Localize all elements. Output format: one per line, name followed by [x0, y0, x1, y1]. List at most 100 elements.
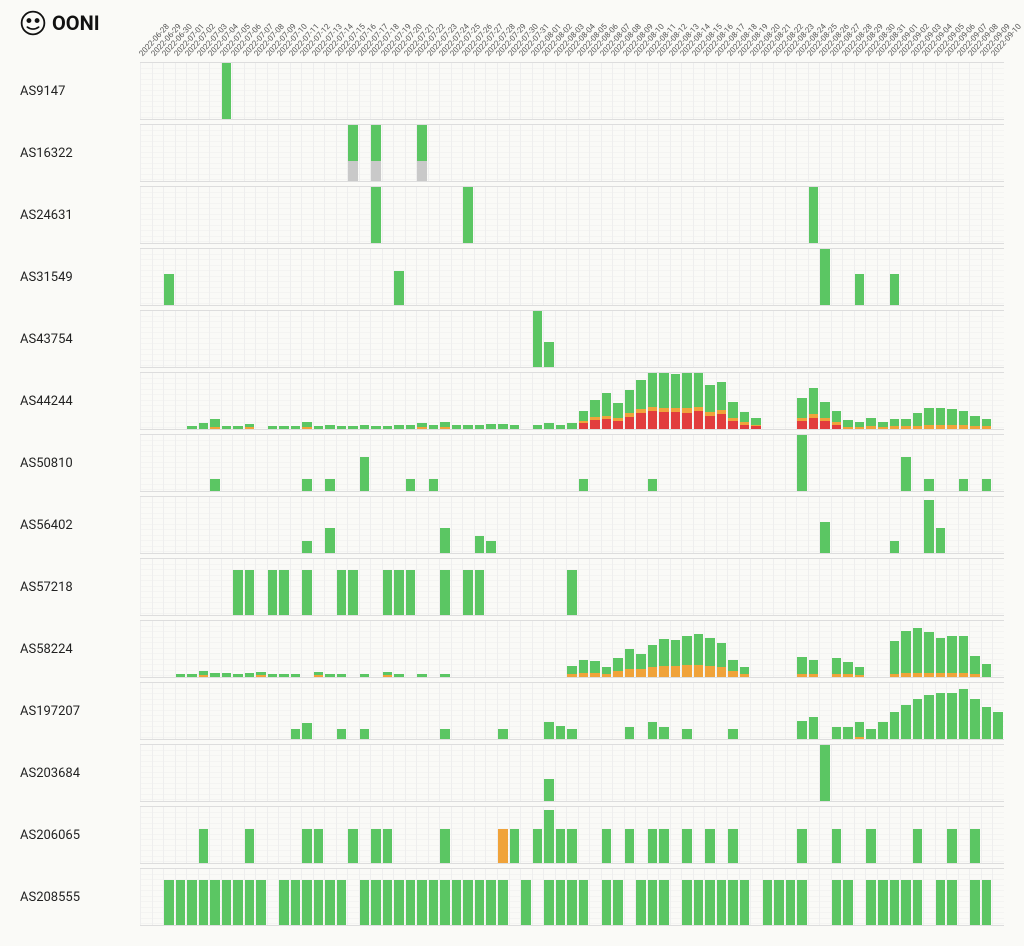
bar-seg-ok: [486, 541, 496, 553]
bar-seg-ok: [970, 699, 980, 739]
bar-seg-ok: [440, 674, 450, 677]
bar-seg-ok: [694, 634, 704, 664]
bar-seg-ok: [982, 419, 992, 426]
bar-seg-confirmed: [751, 426, 761, 429]
bar-seg-ok: [705, 829, 715, 863]
bar-seg-ok: [636, 654, 646, 670]
bar-seg-ok: [855, 722, 865, 737]
bar-seg-ok: [878, 722, 888, 739]
bar-seg-ok: [199, 423, 209, 429]
bar-seg-ok: [982, 880, 992, 925]
bar-seg-ok: [947, 693, 957, 739]
bar-seg-ok: [901, 457, 911, 491]
bar-seg-ok: [486, 880, 496, 925]
bar-seg-anomaly: [970, 674, 980, 677]
bar-seg-ok: [982, 707, 992, 739]
bar-seg-ok: [348, 570, 358, 615]
bar-seg-anomaly: [728, 671, 738, 677]
bar-seg-confirmed: [717, 414, 727, 429]
asn-label: AS50810: [20, 434, 140, 492]
bar-seg-ok: [890, 880, 900, 925]
asn-row: AS203684: [20, 744, 1004, 802]
bar-seg-ok: [602, 393, 612, 415]
bar-seg-ok: [233, 674, 243, 677]
bar-seg-ok: [360, 457, 370, 491]
bar-seg-ok: [682, 880, 692, 925]
bar-seg-ok: [394, 271, 404, 305]
bar-seg-ok: [717, 643, 727, 667]
bar-seg-ok: [602, 829, 612, 863]
bar-seg-ok: [533, 425, 543, 429]
bar-seg-ok: [901, 880, 911, 925]
ooni-logo: OONI: [20, 10, 140, 36]
bar-seg-ok: [659, 727, 669, 739]
bar-seg-ok: [901, 419, 911, 426]
asn-label: AS44244: [20, 372, 140, 430]
bar-seg-ok: [371, 187, 381, 243]
bar-seg-anomaly: [671, 666, 681, 677]
bar-seg-ok: [855, 667, 865, 675]
bar-seg-ok: [705, 880, 715, 925]
bar-seg-ok: [533, 311, 543, 367]
bar-seg-anomaly: [417, 427, 427, 429]
asn-label: AS24631: [20, 186, 140, 244]
bar-seg-ok: [671, 374, 681, 408]
bar-seg-ok: [924, 695, 934, 739]
bar-seg-ok: [302, 829, 312, 863]
bar-seg-ok: [625, 390, 635, 412]
bar-seg-ok: [832, 658, 842, 674]
bar-seg-anomaly: [901, 673, 911, 677]
bar-seg-ok: [383, 426, 393, 429]
bar-seg-ok: [613, 403, 623, 419]
bar-seg-ok: [279, 674, 289, 677]
bar-seg-ok: [682, 373, 692, 408]
bar-seg-ok: [913, 628, 923, 673]
bar-seg-ok: [613, 880, 623, 925]
bar-seg-ok: [705, 638, 715, 666]
bar-seg-anomaly: [613, 671, 623, 677]
bar-seg-ok: [440, 570, 450, 615]
bar-seg-ok: [648, 880, 658, 925]
bar-seg-anomaly: [855, 427, 865, 429]
bar-seg-ok: [371, 880, 381, 925]
bar-seg-ok: [337, 674, 347, 677]
bar-seg-confirmed: [625, 417, 635, 429]
bar-seg-ok: [613, 658, 623, 671]
bar-seg-ok: [579, 411, 589, 421]
bar-seg-ok: [429, 880, 439, 925]
bar-seg-ok: [210, 479, 220, 491]
bar-seg-ok: [959, 411, 969, 426]
bar-seg-confirmed: [682, 413, 692, 429]
bar-seg-ok: [993, 712, 1003, 739]
bar-seg-anomaly: [602, 674, 612, 677]
asn-chart: [140, 186, 1004, 244]
bar-seg-ok: [659, 829, 669, 863]
bar-seg-ok: [256, 880, 266, 925]
asn-row: AS16322: [20, 124, 1004, 182]
bar-seg-ok: [187, 674, 197, 677]
bar-seg-ok: [348, 125, 358, 161]
bar-seg-confirmed: [671, 412, 681, 429]
bar-seg-ok: [268, 570, 278, 615]
bar-seg-anomaly: [717, 667, 727, 677]
bar-seg-ok: [187, 426, 197, 429]
bar-seg-ok: [417, 125, 427, 161]
asn-chart: [140, 496, 1004, 554]
asn-chart: [140, 434, 1004, 492]
bar-seg-anomaly: [890, 674, 900, 677]
bar-seg-ok: [521, 880, 531, 925]
bar-seg-ok: [936, 693, 946, 739]
bar-seg-ok: [579, 479, 589, 491]
bar-seg-ok: [970, 656, 980, 674]
bar-seg-ok: [832, 727, 842, 739]
bar-seg-ok: [959, 479, 969, 491]
bar-seg-confirmed: [613, 421, 623, 429]
bar-seg-anomaly: [913, 673, 923, 677]
bar-seg-anomaly: [936, 425, 946, 429]
bar-seg-ok: [371, 125, 381, 161]
bar-seg-ok: [394, 570, 404, 615]
bar-seg-ok: [947, 880, 957, 925]
bar-seg-ok: [567, 729, 577, 739]
bar-seg-ok: [164, 274, 174, 305]
bar-seg-ok: [440, 829, 450, 863]
